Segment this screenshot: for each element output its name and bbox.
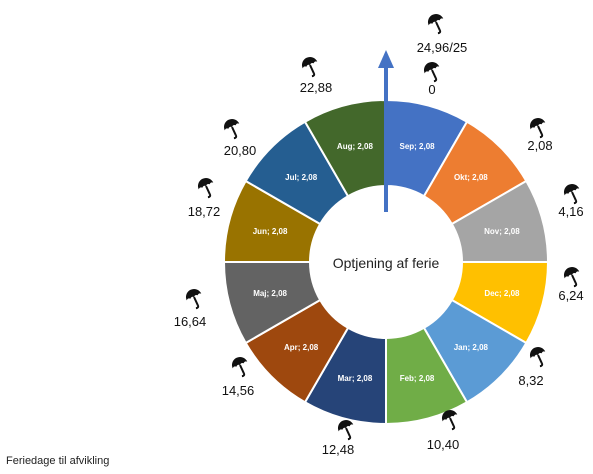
cumulative-label: 8,32 <box>518 373 543 388</box>
slice-label-feb: Feb; 2,08 <box>400 374 435 383</box>
umbrella-icon <box>302 57 318 78</box>
umbrella-icon <box>530 118 546 139</box>
umbrella-icon <box>232 357 248 378</box>
umbrella-icon <box>424 62 440 83</box>
cumulative-label: 10,40 <box>427 437 460 452</box>
umbrella-icon <box>564 267 580 288</box>
arrow-head <box>378 50 394 68</box>
cumulative-label: 6,24 <box>558 288 583 303</box>
slice-label-mar: Mar; 2,08 <box>338 374 373 383</box>
slice-label-jun: Jun; 2,08 <box>253 227 288 236</box>
umbrella-icon <box>564 184 580 205</box>
slice-label-maj: Maj; 2,08 <box>253 289 287 298</box>
cumulative-label: 20,80 <box>224 143 257 158</box>
footer-label: Feriedage til afvikling <box>6 455 110 467</box>
slice-label-aug: Aug; 2,08 <box>337 142 374 151</box>
umbrella-icon <box>428 14 444 35</box>
start-arrow <box>378 50 394 212</box>
umbrella-icon <box>224 119 240 140</box>
cumulative-label: 0 <box>428 82 435 97</box>
umbrella-icon <box>442 410 458 431</box>
donut-hole <box>310 186 462 338</box>
slice-label-dec: Dec; 2,08 <box>484 289 520 298</box>
slice-label-apr: Apr; 2,08 <box>284 343 319 352</box>
slice-labels: Sep; 2,08 Okt; 2,08 Nov; 2,08 Dec; 2,08 Jan;… <box>253 142 520 383</box>
cumulative-label: 22,88 <box>300 80 333 95</box>
umbrella-icon <box>186 289 202 310</box>
cumulative-markers: 0 2,08 4,16 6,24 8,32 10,40 12,48 14,56 16,64 18,… <box>174 14 584 457</box>
slice-label-jan: Jan; 2,08 <box>454 343 489 352</box>
cumulative-label: 14,56 <box>222 383 255 398</box>
slice-label-sep: Sep; 2,08 <box>399 142 435 151</box>
cumulative-label: 2,08 <box>527 138 552 153</box>
center-label: Optjening af ferie <box>333 255 440 271</box>
cumulative-label: 24,96/25 <box>417 40 468 55</box>
umbrella-icon <box>198 178 214 199</box>
umbrella-icon <box>530 347 546 368</box>
cumulative-label: 18,72 <box>188 204 221 219</box>
cumulative-label: 16,64 <box>174 314 207 329</box>
slice-label-okt: Okt; 2,08 <box>454 173 488 182</box>
slice-label-nov: Nov; 2,08 <box>484 227 520 236</box>
cumulative-label: 4,16 <box>558 204 583 219</box>
cumulative-label: 12,48 <box>322 442 355 457</box>
umbrella-icon <box>338 420 354 441</box>
slice-label-jul: Jul; 2,08 <box>285 173 318 182</box>
